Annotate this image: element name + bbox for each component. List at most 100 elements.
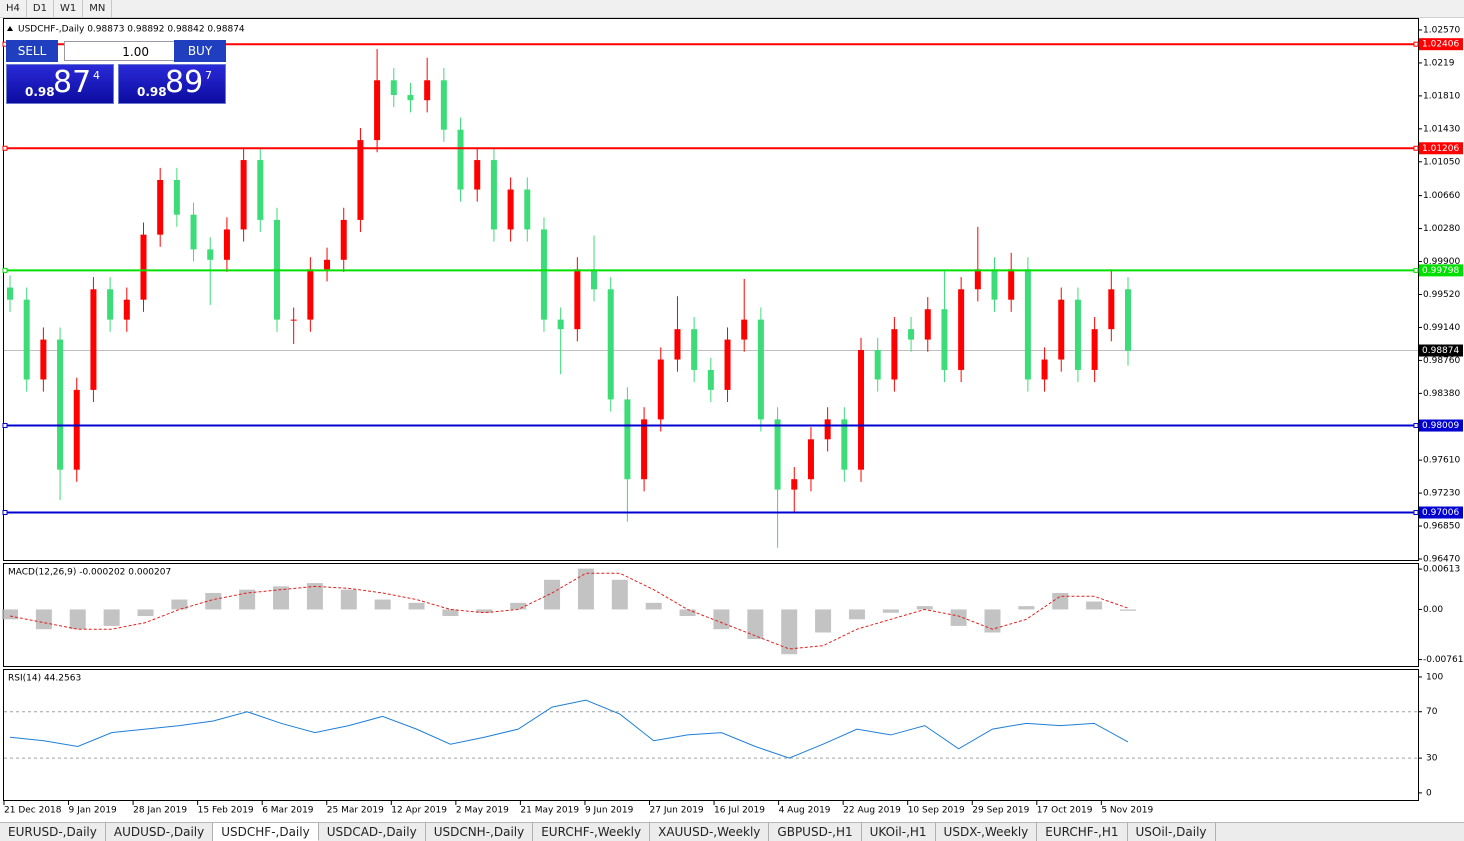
- x-tick-label: 28 Jan 2019: [133, 806, 187, 816]
- timeframe-button[interactable]: W1: [54, 0, 84, 17]
- chart-tabs: EURUSD-,Daily AUDUSD-,Daily USDCHF-,Daily U…: [0, 822, 1464, 841]
- y-tick-label: 1.00660: [1423, 191, 1460, 201]
- y-tick-label: 1.00280: [1423, 224, 1460, 234]
- macd-bar: [916, 606, 933, 610]
- price-big: 87: [53, 65, 92, 100]
- timeframe-button[interactable]: MN: [83, 0, 113, 17]
- buy-button[interactable]: BUY: [174, 40, 226, 62]
- macd-bar: [679, 609, 696, 617]
- macd-bar: [713, 609, 730, 630]
- candle-body: [1041, 359, 1048, 380]
- chart-tab[interactable]: AUDUSD-,Daily: [106, 823, 214, 841]
- candle-body: [774, 419, 781, 490]
- current-price-box: [1419, 344, 1463, 357]
- candle-body: [23, 299, 30, 380]
- candle-body: [374, 80, 381, 141]
- x-tick-label: 9 Jan 2019: [69, 806, 117, 816]
- y-tick-label: 0.96850: [1423, 522, 1460, 532]
- level-label-box: [1419, 142, 1463, 155]
- candle-body: [908, 329, 915, 340]
- candle-body: [223, 229, 230, 260]
- macd-bar: [340, 589, 357, 610]
- main-pane: [3, 18, 1419, 561]
- price-point: 4: [93, 69, 100, 82]
- candle-body: [691, 329, 698, 370]
- y-tick-label: 30: [1426, 754, 1438, 764]
- y-tick-label: 1.01050: [1423, 157, 1460, 167]
- chart-tab[interactable]: GBPUSD-,H1: [769, 823, 862, 841]
- candle-body: [941, 309, 948, 370]
- volume-input[interactable]: 1.00: [64, 41, 176, 61]
- chart-tab[interactable]: USDCHF-,Daily: [213, 823, 319, 841]
- x-tick-label: 10 Sep 2019: [908, 806, 965, 816]
- chart-title: USDCHF-,Daily 0.98873 0.98892 0.98842 0.…: [18, 25, 245, 35]
- candle-body: [974, 269, 981, 290]
- chart-tab[interactable]: USDCAD-,Daily: [319, 823, 426, 841]
- candle-body: [140, 234, 147, 300]
- chart-tab[interactable]: USDX-,Weekly: [936, 823, 1038, 841]
- level-label: 1.02406: [1422, 40, 1459, 50]
- y-tick-label: 1.01430: [1423, 124, 1460, 134]
- candle-body: [257, 160, 264, 220]
- macd-bar: [205, 592, 222, 610]
- level-label: 0.98009: [1422, 421, 1459, 431]
- buy-price[interactable]: 0.98 89 7: [118, 64, 226, 104]
- y-tick-label: 0.98760: [1423, 356, 1460, 366]
- level-label-box: [1419, 264, 1463, 277]
- x-tick-label: 25 Mar 2019: [327, 806, 384, 816]
- y-tick-label: 0.96470: [1423, 555, 1460, 565]
- y-tick-label: 0.97610: [1423, 456, 1460, 466]
- current-price-label: 0.98874: [1422, 346, 1459, 356]
- macd-bar: [950, 609, 967, 626]
- level-handle: [1413, 423, 1419, 429]
- sell-button[interactable]: SELL: [6, 40, 58, 62]
- candle-body: [858, 349, 865, 470]
- x-tick-label: 4 Aug 2019: [779, 806, 831, 816]
- macd-bar: [544, 579, 561, 610]
- chart-tab[interactable]: EURCHF-,Weekly: [533, 823, 651, 841]
- candle-body: [107, 289, 114, 320]
- x-tick-label: 2 May 2019: [456, 806, 509, 816]
- one-click-trading: SELL 1.00 BUY 0.98 87 4 0.98 89 7: [6, 40, 226, 104]
- chart-tab[interactable]: XAUUSD-,Weekly: [650, 823, 770, 841]
- timeframe-button[interactable]: D1: [27, 0, 54, 17]
- level-label: 0.97006: [1422, 508, 1459, 518]
- level-handle: [1413, 145, 1419, 151]
- chart-tab[interactable]: EURCHF-,H1: [1037, 823, 1128, 841]
- candle-body: [1074, 299, 1081, 370]
- level-handle: [2, 145, 8, 151]
- level-handle: [1413, 510, 1419, 516]
- level-label-box: [1419, 38, 1463, 51]
- macd-bar: [984, 609, 1001, 633]
- chart-tab[interactable]: EURUSD-,Daily: [0, 823, 106, 841]
- candle-body: [57, 339, 64, 470]
- chart-tab[interactable]: UKOil-,H1: [862, 823, 936, 841]
- y-tick-label: 0.99900: [1423, 257, 1460, 267]
- candle-body: [424, 80, 431, 101]
- y-tick-label: 0.99520: [1423, 290, 1460, 300]
- candle-body: [958, 289, 965, 370]
- y-tick-label: 0.97230: [1423, 489, 1460, 499]
- level-label: 0.99798: [1422, 266, 1459, 276]
- macd-signal: [9, 572, 1129, 650]
- candle-body: [357, 140, 364, 220]
- candle-body: [607, 289, 614, 400]
- chart-tab[interactable]: USOil-,Daily: [1128, 823, 1216, 841]
- macd-bar: [306, 583, 323, 610]
- y-tick-label: 1.0219: [1423, 58, 1455, 68]
- x-tick-label: 21 May 2019: [520, 806, 579, 816]
- macd-bar: [815, 609, 832, 633]
- macd-bar: [781, 609, 798, 655]
- x-tick-label: 17 Oct 2019: [1037, 806, 1093, 816]
- price-prefix: 0.98: [25, 85, 55, 99]
- x-tick-label: 5 Nov 2019: [1101, 806, 1153, 816]
- macd-bar: [103, 609, 120, 626]
- chart-tab[interactable]: USDCNH-,Daily: [426, 823, 534, 841]
- timeframe-button[interactable]: H4: [0, 0, 27, 17]
- sell-price[interactable]: 0.98 87 4: [6, 64, 114, 104]
- candle-body: [440, 80, 447, 130]
- candle-body: [1125, 289, 1131, 351]
- candle-body: [207, 249, 214, 260]
- y-tick-label: 0: [1426, 788, 1432, 798]
